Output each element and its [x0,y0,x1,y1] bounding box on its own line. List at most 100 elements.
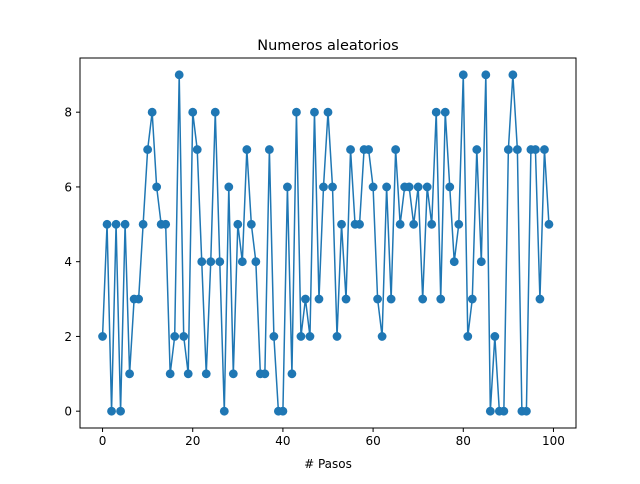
data-point [134,294,144,304]
data-point [512,145,522,154]
data-point [436,294,446,304]
data-point [319,182,328,192]
data-point [314,294,324,304]
plot-area: 0 20 40 60 80 100 0 2 4 6 8 [64,57,577,448]
x-tick-label: 40 [275,434,290,448]
data-point [269,332,279,341]
data-point [224,182,234,192]
data-point [107,406,116,416]
data-point [188,107,198,117]
data-point [445,182,455,192]
data-point [337,219,346,229]
data-point [296,332,306,341]
series-line [101,74,550,412]
data-point [490,332,500,341]
axes-frame [79,57,577,429]
data-point [161,219,171,229]
data-point [219,406,229,416]
data-point [183,369,193,379]
x-tick-label: 60 [365,434,380,448]
data-point [138,219,148,229]
y-tick-label: 2 [64,330,72,344]
data-point [120,219,130,229]
data-point [264,145,274,154]
data-point [246,219,256,229]
data-point [197,257,207,267]
data-point [192,145,202,154]
data-point [422,182,432,192]
data-point [98,332,107,341]
data-point [292,107,301,117]
data-point [449,257,459,267]
data-point [481,70,491,80]
data-point [228,369,238,379]
data-point [531,145,540,154]
data-point [201,369,211,379]
data-point [458,70,468,80]
data-point [431,107,441,117]
data-point [143,145,153,154]
data-point [427,219,437,229]
data-point [499,406,509,416]
x-axis-label: # Pasos [304,457,352,471]
data-point [165,369,175,379]
data-point [111,219,121,229]
data-point [102,219,112,229]
chart-title: Numeros aleatorios [257,38,398,54]
data-point [170,332,180,341]
data-point [179,332,189,341]
data-point [440,107,450,117]
data-point [364,145,373,154]
data-point [522,406,531,416]
data-point [332,332,342,341]
data-point [382,182,392,192]
data-point [418,294,428,304]
y-tick-label: 0 [64,405,72,419]
data-point [476,257,486,267]
data-point [116,406,125,416]
data-point [454,219,464,229]
data-point [233,219,243,229]
x-tick-label: 0 [99,434,107,448]
data-point [287,369,297,379]
data-point [242,145,252,154]
data-point [323,107,333,117]
x-tick-label: 80 [456,434,471,448]
data-point [346,145,355,154]
data-point [215,257,225,267]
data-point [395,219,405,229]
data-point [377,332,387,341]
data-point [206,257,216,267]
data-point [467,294,477,304]
data-point [278,406,288,416]
data-point [310,107,319,117]
data-point [237,257,247,267]
data-point [125,369,134,379]
data-point [305,332,315,341]
data-point [413,182,423,192]
data-point [355,219,364,229]
data-point [485,406,495,416]
data-point [260,369,270,379]
data-point [503,145,513,154]
y-tick-label: 8 [64,106,72,120]
data-point [152,182,162,192]
data-point [251,257,261,267]
data-point [283,182,292,192]
data-point [373,294,382,304]
data-point [386,294,396,304]
data-point [391,145,401,154]
data-point [544,219,554,229]
data-point [301,294,310,304]
y-tick-label: 4 [64,255,72,269]
data-point [463,332,473,341]
data-point [210,107,220,117]
data-point [341,294,351,304]
x-tick-label: 20 [185,434,200,448]
y-tick-label: 6 [64,180,72,194]
data-point [404,182,414,192]
data-point [508,70,518,80]
